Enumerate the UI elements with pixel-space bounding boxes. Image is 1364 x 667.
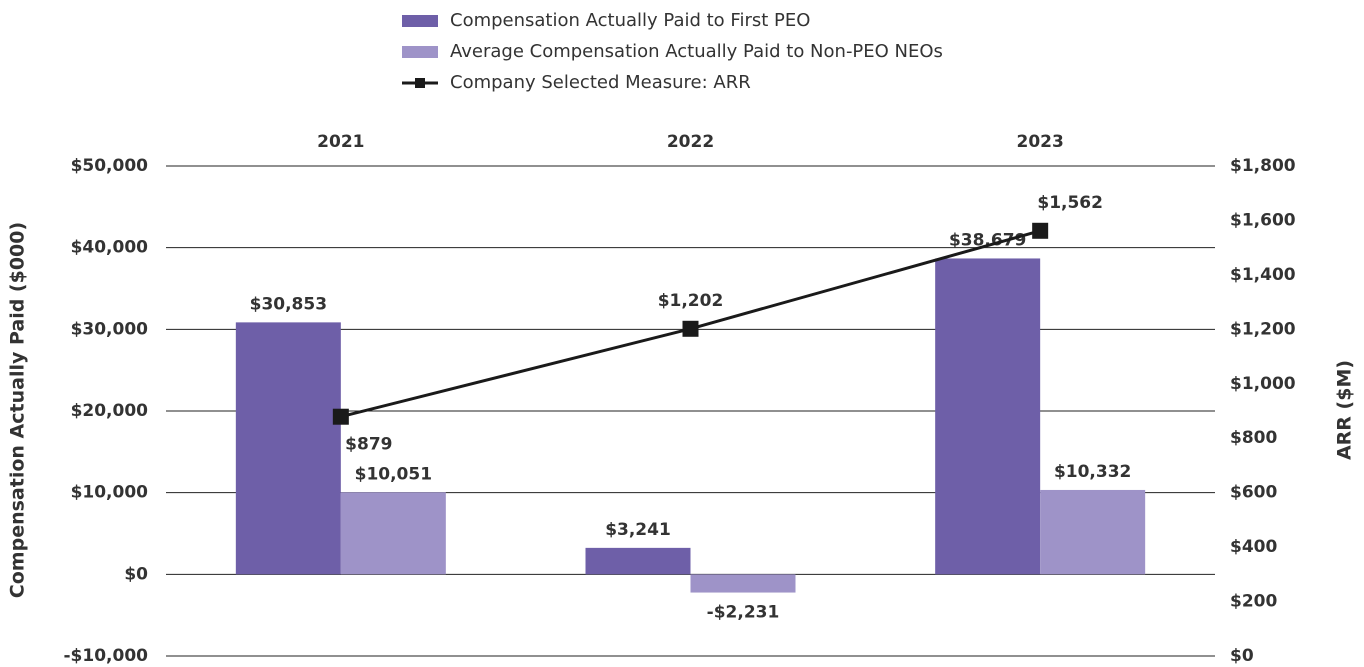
- data-label: $1,202: [658, 291, 724, 311]
- bar: [935, 258, 1041, 575]
- y-tick-label: $50,000: [71, 156, 149, 176]
- legend-label: Average Compensation Actually Paid to No…: [450, 41, 943, 62]
- bar: [690, 574, 796, 593]
- y2-tick-label: $1,200: [1230, 319, 1296, 339]
- y-tick-label: -$10,000: [64, 646, 149, 666]
- bar: [1040, 489, 1146, 575]
- line-marker: [332, 408, 349, 425]
- data-label: -$2,231: [707, 603, 780, 623]
- y2-tick-label: $200: [1230, 592, 1277, 612]
- bar: [585, 547, 691, 575]
- y2-tick-label: $1,400: [1230, 265, 1296, 285]
- y2-tick-label: $600: [1230, 483, 1277, 503]
- data-label: $1,562: [1037, 193, 1103, 213]
- bar: [340, 492, 446, 575]
- y-tick-label: $30,000: [71, 319, 149, 339]
- x-tick-label: 2023: [1017, 132, 1064, 152]
- y-axis-title: Compensation Actually Paid ($000): [7, 222, 29, 598]
- y2-axis-title: ARR ($M): [1334, 360, 1356, 460]
- legend-swatch: [402, 15, 438, 27]
- y2-tick-label: $400: [1230, 537, 1277, 557]
- y2-tick-label: $0: [1230, 646, 1254, 666]
- legend-label: Compensation Actually Paid to First PEO: [450, 10, 810, 31]
- x-tick-label: 2022: [667, 132, 714, 152]
- y2-tick-label: $1,600: [1230, 210, 1296, 230]
- y-tick-label: $40,000: [71, 238, 149, 258]
- legend-swatch: [415, 78, 425, 88]
- x-tick-label: 2021: [317, 132, 364, 152]
- y2-tick-label: $1,000: [1230, 374, 1296, 394]
- y-tick-label: $10,000: [71, 483, 149, 503]
- line-marker: [1032, 222, 1049, 239]
- data-label: $879: [345, 435, 392, 455]
- line-marker: [682, 320, 699, 337]
- y-tick-label: $0: [124, 564, 148, 584]
- data-label: $30,853: [250, 294, 327, 314]
- legend-label: Company Selected Measure: ARR: [450, 72, 751, 93]
- data-label: $3,241: [605, 520, 671, 540]
- bar: [235, 322, 341, 575]
- data-label: $10,051: [355, 464, 432, 484]
- y2-tick-label: $1,800: [1230, 156, 1296, 176]
- legend-swatch: [402, 46, 438, 58]
- y2-tick-label: $800: [1230, 428, 1277, 448]
- data-label: $38,679: [949, 230, 1026, 250]
- y-tick-label: $20,000: [71, 401, 149, 421]
- data-label: $10,332: [1054, 462, 1131, 482]
